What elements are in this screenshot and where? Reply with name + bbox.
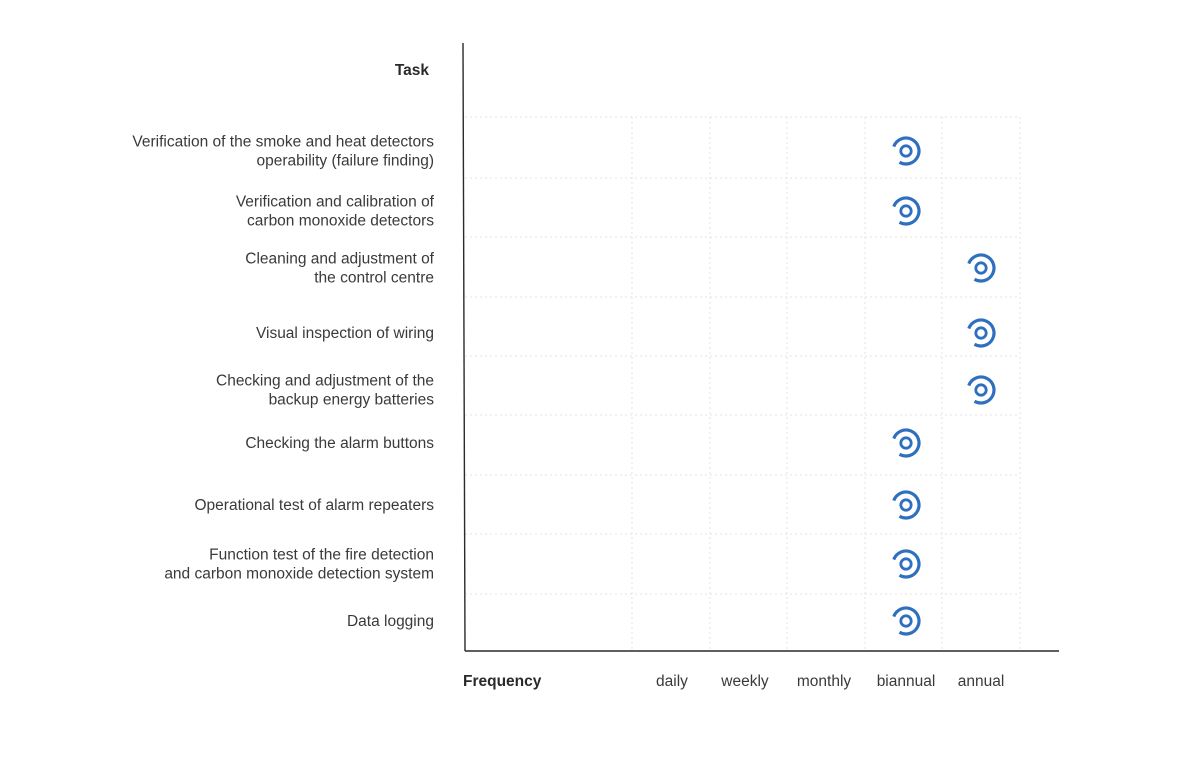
frequency-markers (892, 136, 996, 636)
marker-task-2 (967, 253, 996, 283)
task-label-6: Operational test of alarm repeaters (194, 497, 434, 514)
marker-task-6 (892, 490, 921, 520)
frequency-tick-labels: daily weekly monthly biannual annual (656, 673, 1004, 690)
marker-outer-arc (892, 196, 921, 226)
task-label-3: Visual inspection of wiring (256, 325, 434, 342)
task-label-5: Checking the alarm buttons (245, 435, 434, 452)
y-axis-line (462, 42, 466, 652)
task-label-line: Verification of the smoke and heat detec… (132, 134, 434, 151)
task-label-4: Checking and adjustment of the backup ene… (216, 373, 434, 409)
tick-label-biannual: biannual (877, 673, 936, 690)
marker-task-1 (892, 196, 921, 226)
marker-outer-arc (892, 606, 921, 636)
task-label-line: Visual inspection of wiring (256, 325, 434, 342)
marker-inner-ring (899, 204, 913, 218)
task-label-line: the control centre (314, 270, 434, 287)
tick-label-annual: annual (958, 673, 1005, 690)
task-label-8: Data logging (347, 613, 434, 630)
task-label-line: Checking the alarm buttons (245, 435, 434, 452)
marker-task-5 (892, 428, 921, 458)
tick-label-daily: daily (656, 673, 688, 690)
task-label-line: Cleaning and adjustment of (245, 251, 434, 268)
task-label-line: Data logging (347, 613, 434, 630)
task-label-7: Function test of the fire detection and c… (164, 547, 434, 583)
marker-inner-ring (974, 383, 988, 397)
marker-outer-arc (967, 375, 996, 405)
task-label-line: Operational test of alarm repeaters (194, 497, 434, 514)
marker-inner-ring (899, 557, 913, 571)
task-label-1: Verification and calibration of carbon mo… (236, 194, 435, 230)
tick-label-weekly: weekly (720, 673, 769, 690)
grid-lines (465, 116, 1021, 651)
marker-inner-ring (899, 498, 913, 512)
x-axis-title: Frequency (463, 673, 542, 690)
task-label-line: carbon monoxide detectors (247, 213, 434, 230)
task-label-line: backup energy batteries (269, 392, 435, 409)
task-labels: Verification of the smoke and heat detec… (132, 134, 434, 631)
marker-inner-ring (974, 261, 988, 275)
task-label-line: and carbon monoxide detection system (164, 566, 434, 583)
marker-task-4 (967, 375, 996, 405)
task-label-0: Verification of the smoke and heat detec… (132, 134, 434, 170)
marker-task-8 (892, 606, 921, 636)
task-label-line: Verification and calibration of (236, 194, 435, 211)
marker-inner-ring (899, 436, 913, 450)
task-label-line: Checking and adjustment of the (216, 373, 434, 390)
task-label-line: operability (failure finding) (257, 153, 434, 170)
marker-outer-arc (892, 490, 921, 520)
task-label-2: Cleaning and adjustment of the control ce… (245, 251, 434, 287)
marker-outer-arc (892, 136, 921, 166)
task-label-line: Function test of the fire detection (209, 547, 434, 564)
marker-inner-ring (899, 144, 913, 158)
marker-task-3 (967, 318, 996, 348)
marker-task-7 (892, 549, 921, 579)
tick-label-monthly: monthly (797, 673, 852, 690)
marker-outer-arc (967, 253, 996, 283)
marker-task-0 (892, 136, 921, 166)
y-axis-title: Task (395, 62, 430, 79)
marker-outer-arc (967, 318, 996, 348)
marker-inner-ring (974, 326, 988, 340)
marker-outer-arc (892, 428, 921, 458)
marker-outer-arc (892, 549, 921, 579)
marker-inner-ring (899, 614, 913, 628)
